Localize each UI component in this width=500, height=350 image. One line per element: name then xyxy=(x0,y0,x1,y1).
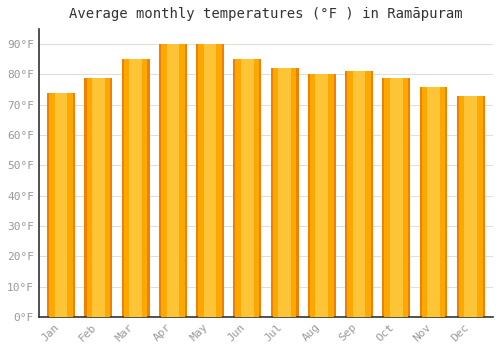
Bar xyxy=(278,69,291,317)
Bar xyxy=(345,71,373,317)
Bar xyxy=(422,86,446,317)
Bar xyxy=(308,75,336,317)
Bar xyxy=(130,60,142,317)
Bar xyxy=(204,44,216,317)
Bar xyxy=(464,96,477,317)
Bar xyxy=(55,93,68,317)
Bar xyxy=(234,60,262,317)
Bar xyxy=(270,69,298,317)
Bar xyxy=(196,44,224,317)
Bar xyxy=(459,96,482,317)
Bar xyxy=(310,75,334,317)
Bar xyxy=(241,60,254,317)
Bar xyxy=(347,71,371,317)
Bar xyxy=(124,60,148,317)
Bar xyxy=(352,71,366,317)
Bar xyxy=(384,77,408,317)
Bar xyxy=(390,77,402,317)
Bar xyxy=(198,44,222,317)
Bar xyxy=(159,44,187,317)
Title: Average monthly temperatures (°F ) in Ramāpuram: Average monthly temperatures (°F ) in Ra… xyxy=(69,7,462,21)
Bar xyxy=(92,77,104,317)
Bar xyxy=(272,69,296,317)
Bar xyxy=(166,44,179,317)
Bar xyxy=(316,75,328,317)
Bar xyxy=(50,93,73,317)
Bar xyxy=(236,60,259,317)
Bar xyxy=(122,60,150,317)
Bar xyxy=(84,77,112,317)
Bar xyxy=(457,96,484,317)
Bar xyxy=(47,93,75,317)
Bar xyxy=(161,44,184,317)
Bar xyxy=(382,77,410,317)
Bar xyxy=(420,86,448,317)
Bar xyxy=(427,86,440,317)
Bar xyxy=(86,77,110,317)
